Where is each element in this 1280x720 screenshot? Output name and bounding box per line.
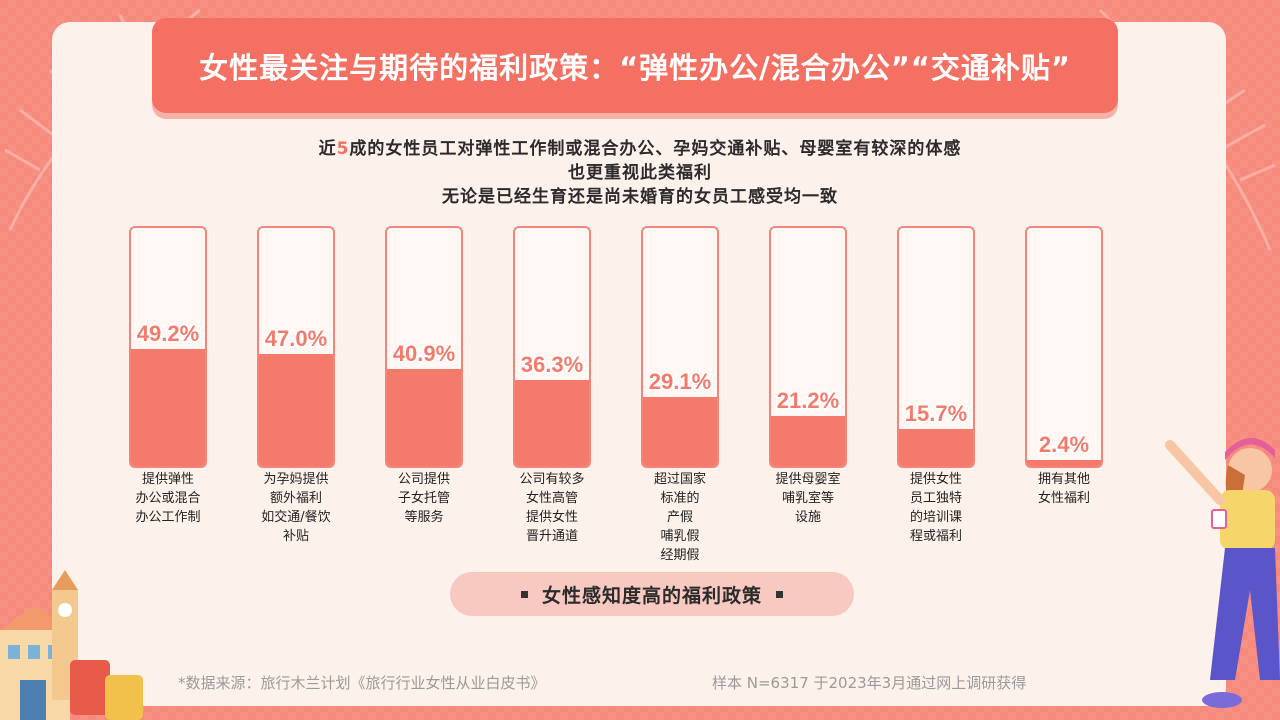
bar-frame bbox=[129, 226, 207, 468]
category-label: 提供女性 员工独特 的培训课 程或福利 bbox=[909, 472, 962, 544]
category-label: 提供母婴室 哺乳室等 设施 bbox=[775, 472, 841, 525]
category-label: 公司提供 子女托管 等服务 bbox=[397, 472, 450, 525]
bar-frame bbox=[257, 226, 335, 468]
bar bbox=[643, 397, 717, 466]
category-label: 拥有其他 女性福利 bbox=[1037, 472, 1090, 506]
bar-value-label: 29.1% bbox=[648, 369, 712, 394]
bar bbox=[259, 354, 333, 466]
subtitle-line-1: 近5成的女性员工对弹性工作制或混合办公、孕妈交通补贴、母婴室有较深的体感 bbox=[318, 139, 962, 159]
bar-value-label: 15.7% bbox=[904, 401, 968, 426]
bar-value-label: 49.2% bbox=[136, 321, 200, 346]
bar-value-label: 36.3% bbox=[520, 352, 584, 377]
sample-note: 样本 N=6317 于2023年3月通过网上调研获得 bbox=[712, 674, 1027, 692]
bar-frame bbox=[897, 226, 975, 468]
bar bbox=[1027, 460, 1101, 466]
bar-value-label: 47.0% bbox=[264, 326, 328, 351]
subtitle-highlight: 5 bbox=[336, 139, 350, 159]
category-label: 提供弹性 办公或混合 办公工作制 bbox=[135, 472, 201, 525]
category-label: 为孕妈提供 额外福利 如交通/餐饮 补贴 bbox=[261, 472, 331, 544]
subtitle-line-3: 无论是已经生育还是尚未婚育的女员工感受均一致 bbox=[442, 187, 838, 207]
bar bbox=[515, 380, 589, 466]
title-banner: 女性最关注与期待的福利政策：“弹性办公/混合办公”“交通补贴” bbox=[152, 18, 1118, 113]
category-label: 公司有较多 女性高管 提供女性 晋升通道 bbox=[519, 472, 585, 544]
bar bbox=[899, 429, 973, 466]
bar-frame bbox=[385, 226, 463, 468]
page-title: 女性最关注与期待的福利政策：“弹性办公/混合办公”“交通补贴” bbox=[199, 50, 1071, 85]
chart-caption-badge: 女性感知度高的福利政策 bbox=[450, 572, 854, 616]
bar bbox=[387, 369, 461, 466]
bar-frame bbox=[641, 226, 719, 468]
bar-frame bbox=[513, 226, 591, 468]
bar-value-label: 40.9% bbox=[392, 341, 456, 366]
bar-value-label: 2.4% bbox=[1038, 432, 1090, 457]
bar-frame bbox=[769, 226, 847, 468]
building-illustration bbox=[0, 570, 143, 720]
bar bbox=[771, 416, 845, 466]
bullet-square-icon bbox=[776, 590, 783, 598]
bullet-square-icon bbox=[520, 590, 528, 598]
subtitle-line-2: 也更重视此类福利 bbox=[568, 163, 712, 183]
bar-frame bbox=[1025, 226, 1103, 468]
data-source-note: *数据来源：旅行木兰计划《旅行行业女性从业白皮书》 bbox=[178, 674, 546, 692]
bar-value-label: 21.2% bbox=[776, 388, 840, 413]
chart-caption: 女性感知度高的福利政策 bbox=[541, 584, 762, 607]
bar bbox=[131, 349, 205, 466]
category-label: 超过国家 标准的 产假 哺乳假 经期假 bbox=[653, 472, 706, 563]
woman-illustration bbox=[1165, 437, 1280, 708]
